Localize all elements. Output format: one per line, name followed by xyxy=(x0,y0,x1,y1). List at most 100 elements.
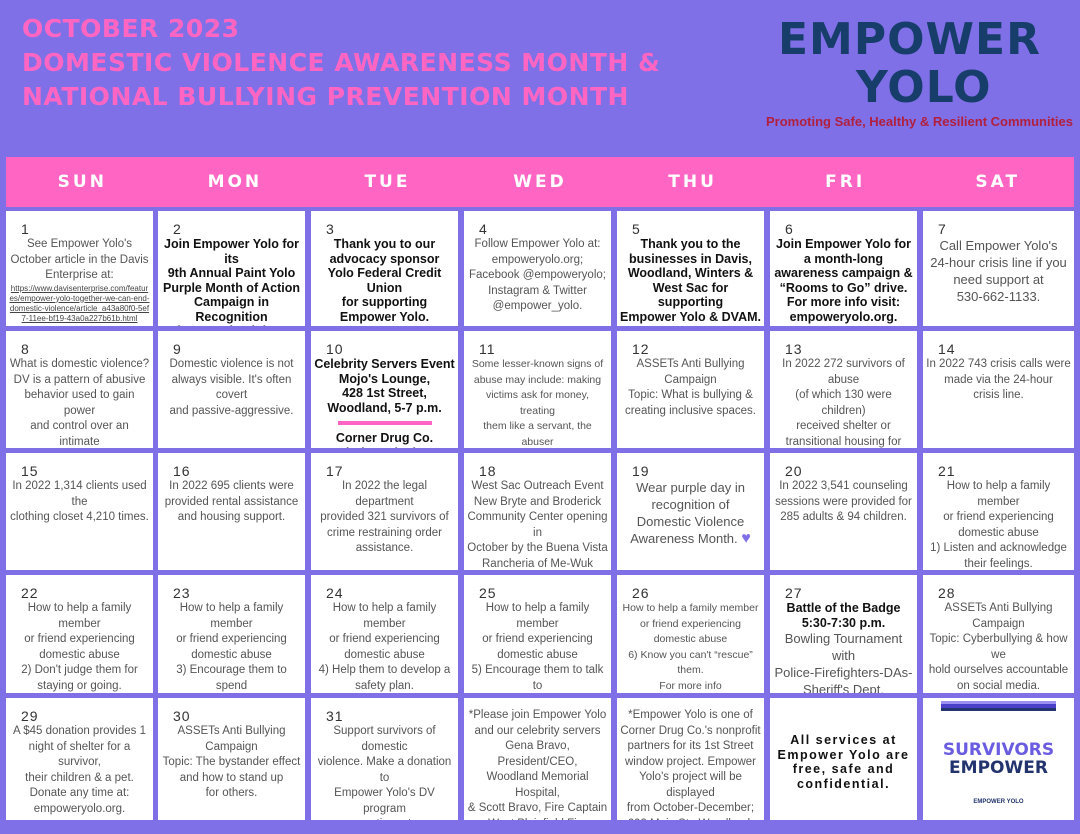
cell-text-body: A $45 donation provides 1 night of shelt… xyxy=(13,725,146,815)
day-number: 23 xyxy=(173,585,191,601)
cell-text: How to help a family member or friend ex… xyxy=(314,601,455,693)
calendar-day-1: 1 See Empower Yolo's October article in t… xyxy=(6,211,153,326)
cell-content: Thank you to the businesses in Davis, Wo… xyxy=(620,237,761,324)
calendar-day-11: 11 Some lesser-known signs of abuse may i… xyxy=(464,331,611,448)
calendar-day-29: 29 A $45 donation provides 1 night of she… xyxy=(6,698,153,820)
day-number: 28 xyxy=(938,585,956,601)
cell-text-body: Wear purple day in recognition of Domest… xyxy=(630,480,745,546)
cell-content: Battle of the Badge 5:30-7:30 p.m. Bowlin… xyxy=(773,601,914,693)
cell-content: All services at Empower Yolo are free, s… xyxy=(778,733,910,791)
cell-text-body: Bowling Tournament with Police-Firefight… xyxy=(774,631,913,693)
cell-text: Some lesser-known signs of abuse may inc… xyxy=(467,357,608,448)
calendar-day-15: 15 In 2022 1,314 clients used the clothin… xyxy=(6,453,153,570)
cell-text-body: How to help a family member or friend ex… xyxy=(622,602,759,692)
calendar-day-19: 19 Wear purple day in recognition of Dome… xyxy=(617,453,764,570)
calendar-note-cell: SURVIVORS EMPOWER EMPOWER YOLO xyxy=(923,698,1074,820)
day-number: 26 xyxy=(632,585,650,601)
cell-content: Thank you to our advocacy sponsor Yolo F… xyxy=(314,237,455,324)
cell-text: ASSETs Anti Bullying Campaign Topic: The… xyxy=(161,724,302,802)
cell-text: How to help a family member or friend ex… xyxy=(161,601,302,693)
day-number: 14 xyxy=(938,341,956,357)
cell-text-body: Some lesser-known signs of abuse may inc… xyxy=(471,358,604,448)
cell-text: See Empower Yolo's October article in th… xyxy=(9,237,150,284)
day-number: 22 xyxy=(21,585,39,601)
calendar-day-14: 14 In 2022 743 crisis calls were made via… xyxy=(923,331,1074,448)
weekday-header: SUN MON TUE WED THU FRI SAT xyxy=(6,157,1074,207)
cell-text-body: ASSETs Anti Bullying Campaign Topic: The… xyxy=(162,725,301,799)
calendar-day-30: 30 ASSETs Anti Bullying Campaign Topic: T… xyxy=(158,698,305,820)
calendar-note-cell: *Empower Yolo is one of Corner Drug Co.'… xyxy=(617,698,764,820)
cell-content: How to help a family member or friend ex… xyxy=(161,601,302,693)
cell-content: How to help a family member or friend ex… xyxy=(467,601,608,693)
cell-text-body: See Empower Yolo's October article in th… xyxy=(10,238,149,281)
cell-text: What is domestic violence? DV is a patte… xyxy=(9,357,150,448)
cell-text: Call Empower Yolo's 24-hour crisis line … xyxy=(926,237,1071,305)
calendar-day-5: 5 Thank you to the businesses in Davis, W… xyxy=(617,211,764,326)
day-number: 10 xyxy=(326,341,344,357)
cell-text: In 2022 1,314 clients used the clothing … xyxy=(9,479,150,526)
calendar-day-31: 31 Support survivors of domestic violence… xyxy=(311,698,458,820)
day-number: 18 xyxy=(479,463,497,479)
calendar-note-cell: *Please join Empower Yolo and our celebr… xyxy=(464,698,611,820)
cell-content: Wear purple day in recognition of Domest… xyxy=(620,479,761,547)
day-number: 7 xyxy=(938,221,947,237)
cell-text-body: Follow Empower Yolo at: empoweryolo.org;… xyxy=(469,238,606,312)
event-title: Battle of the Badge 5:30-7:30 p.m. xyxy=(786,601,901,630)
day-number: 3 xyxy=(326,221,335,237)
cell-text: In 2022 695 clients were provided rental… xyxy=(161,479,302,526)
day-number: 8 xyxy=(21,341,30,357)
weekday-thu: THU xyxy=(668,172,717,192)
weekday-tue: TUE xyxy=(364,172,411,192)
cell-content: In 2022 743 crisis calls were made via t… xyxy=(926,357,1071,404)
weekday-fri: FRI xyxy=(825,172,866,192)
cell-text: A $45 donation provides 1 night of shelt… xyxy=(9,724,150,817)
day-number: 17 xyxy=(326,463,344,479)
calendar-day-20: 20 In 2022 3,541 counseling sessions were… xyxy=(770,453,917,570)
day-number: 12 xyxy=(632,341,650,357)
cell-text-body: Call Empower Yolo's 24-hour crisis line … xyxy=(930,238,1067,304)
cell-text: ASSETs Anti Bullying Campaign Topic: Cyb… xyxy=(926,601,1071,693)
day-number: 13 xyxy=(785,341,803,357)
cell-content: Celebrity Servers Event Mojo's Lounge, 4… xyxy=(314,357,455,448)
small-empower-yolo-logo: EMPOWER YOLO xyxy=(973,799,1024,805)
day-number: 24 xyxy=(326,585,344,601)
cell-content: How to help a family member or friend ex… xyxy=(620,601,761,693)
cell-text-body: How to help a family member or friend ex… xyxy=(176,602,287,692)
article-link[interactable]: https://www.davisenterprise.com/features… xyxy=(9,283,150,323)
cell-text: In 2022 3,541 counseling sessions were p… xyxy=(773,479,914,526)
cell-content: Call Empower Yolo's 24-hour crisis line … xyxy=(926,237,1071,305)
cell-text-body: In 2022 272 survivors of abuse (of which… xyxy=(782,358,905,448)
logo-word-empower: EMPOWER xyxy=(778,14,1041,65)
cell-content: ASSETs Anti Bullying Campaign Topic: Wha… xyxy=(620,357,761,419)
calendar-day-28: 28 ASSETs Anti Bullying Campaign Topic: C… xyxy=(923,575,1074,693)
cell-content: In 2022 1,314 clients used the clothing … xyxy=(9,479,150,526)
day-number: 11 xyxy=(479,341,496,357)
calendar-day-26: 26 How to help a family member or friend … xyxy=(617,575,764,693)
title-line-dvam: DOMESTIC VIOLENCE AWARENESS MONTH & xyxy=(22,48,661,77)
cell-content: Join Empower Yolo for its 9th Annual Pai… xyxy=(161,237,302,326)
cell-content: Support survivors of domestic violence. … xyxy=(314,724,455,820)
cell-content: In 2022 the legal department provided 32… xyxy=(314,479,455,557)
cell-text-body: How to help a family member or friend ex… xyxy=(21,602,138,692)
calendar-day-23: 23 How to help a family member or friend … xyxy=(158,575,305,693)
day-number: 15 xyxy=(21,463,39,479)
cell-text-body: In 2022 695 clients were provided rental… xyxy=(164,480,299,523)
calendar-day-13: 13 In 2022 272 survivors of abuse (of whi… xyxy=(770,331,917,448)
logo-tagline: Promoting Safe, Healthy & Resilient Comm… xyxy=(766,114,1073,129)
survivors-logo-line1: SURVIVORS xyxy=(942,740,1055,760)
event-title: Thank you to our advocacy sponsor Yolo F… xyxy=(327,237,442,324)
cell-text-body: *Please join Empower Yolo and our celebr… xyxy=(467,709,608,820)
purple-heart-icon: ♥ xyxy=(741,530,751,547)
event-title: Celebrity Servers Event Mojo's Lounge, 4… xyxy=(314,357,455,415)
cell-text-body: In 2022 1,314 clients used the clothing … xyxy=(10,480,149,523)
day-number: 27 xyxy=(785,585,803,601)
page-title: OCTOBER 2023 DOMESTIC VIOLENCE AWARENESS… xyxy=(22,12,660,114)
cell-text: How to help a family member or friend ex… xyxy=(926,479,1071,570)
day-number: 25 xyxy=(479,585,497,601)
cell-text: Bowling Tournament with Police-Firefight… xyxy=(773,630,914,693)
cell-content: In 2022 695 clients were provided rental… xyxy=(161,479,302,526)
cell-text: How to help a family member or friend ex… xyxy=(467,601,608,693)
cell-text: How to help a family member or friend ex… xyxy=(620,601,761,693)
cell-content: *Empower Yolo is one of Corner Drug Co.'… xyxy=(620,708,761,820)
calendar-day-2: 2 Join Empower Yolo for its 9th Annual Pa… xyxy=(158,211,305,326)
